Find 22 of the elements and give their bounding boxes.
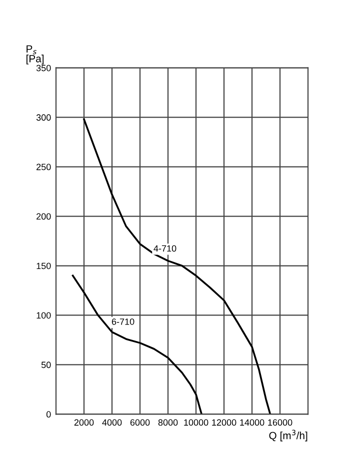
- x-axis-title: Q [m$^{3}$/h]: [269, 430, 308, 442]
- x-tick-label: 12000: [212, 419, 236, 426]
- y-tick-label: 150: [36, 262, 51, 270]
- y-tick-label: 200: [36, 213, 51, 220]
- line-series: [83, 118, 272, 414]
- y-axis-title: P$_{s}$ [Pa]: [26, 45, 44, 64]
- x-tick-label: 16000: [268, 419, 292, 426]
- x-tick-label: 6000: [130, 419, 150, 426]
- series-label: 4-710: [154, 245, 176, 252]
- x-tick-label: 14000: [240, 419, 264, 426]
- y-tick-label: 0: [46, 411, 51, 418]
- y-tick-label: 100: [36, 312, 51, 319]
- x-tick-label: 10000: [184, 419, 208, 426]
- series-label: 6-710: [112, 318, 134, 325]
- x-tick-label: 4000: [102, 419, 122, 426]
- y-tick-label: 50: [41, 362, 51, 368]
- x-tick-label: 2000: [74, 419, 94, 426]
- y-tick-label: 250: [36, 164, 51, 170]
- y-tick-label: 350: [36, 64, 51, 72]
- line-series: [72, 274, 203, 414]
- x-tick-label: 8000: [158, 419, 178, 426]
- y-tick-label: 300: [36, 114, 51, 121]
